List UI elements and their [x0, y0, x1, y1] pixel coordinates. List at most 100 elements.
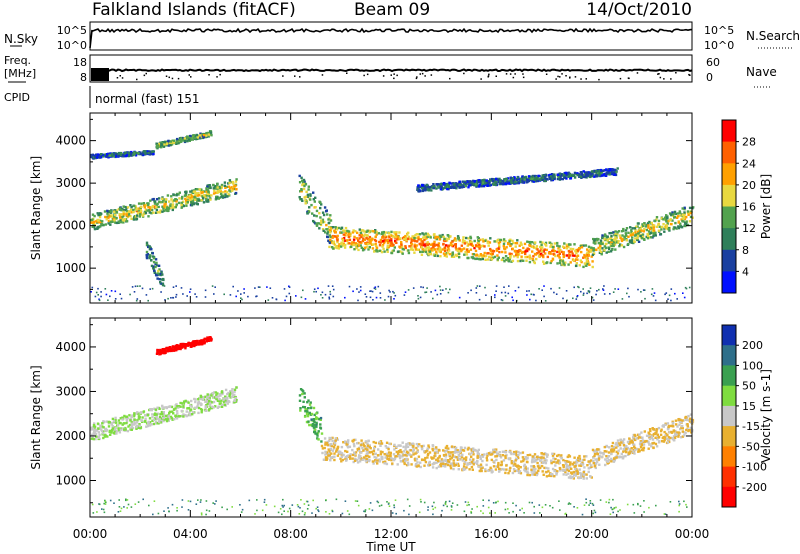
power-cell	[208, 184, 211, 187]
velocity-cell	[331, 455, 334, 459]
power-cell	[404, 245, 407, 248]
power-cell	[303, 180, 306, 183]
power-cell	[161, 205, 164, 208]
velocity-cell	[578, 468, 581, 471]
power-cell	[132, 218, 136, 221]
power-cell	[558, 173, 561, 176]
power-cell	[208, 195, 211, 198]
power-cell	[603, 249, 606, 252]
power-speckle	[182, 293, 184, 295]
power-cell	[390, 241, 393, 244]
power-cell	[386, 250, 389, 253]
power-cell	[601, 169, 604, 172]
velocity-cell	[545, 466, 548, 470]
power-speckle	[90, 291, 92, 293]
power-cell	[424, 187, 427, 190]
velocity-cell	[173, 345, 177, 349]
velocity-cell	[454, 448, 457, 452]
power-cell	[379, 241, 382, 244]
power-cell	[447, 244, 450, 247]
velocity-cell	[319, 427, 323, 430]
velocity-cell	[538, 464, 541, 467]
velocity-cell	[579, 474, 583, 478]
power-cell	[615, 170, 618, 174]
power-cell	[343, 229, 346, 233]
power-cell	[117, 221, 120, 224]
power-cell	[453, 239, 456, 242]
power-cell	[163, 143, 166, 146]
power-cell	[348, 242, 351, 245]
power-cell	[603, 238, 606, 241]
power-cell	[169, 142, 173, 145]
power-cell	[423, 238, 426, 242]
power-speckle	[324, 293, 327, 296]
power-cell	[630, 239, 633, 242]
power-cell	[199, 134, 202, 137]
velocity-cell	[161, 404, 164, 408]
velocity-cell	[520, 460, 523, 463]
power-cell	[647, 230, 651, 233]
velocity-cell	[313, 426, 316, 429]
velocity-cell	[315, 432, 318, 436]
power-cell	[129, 208, 133, 211]
power-cell	[534, 177, 537, 180]
velocity-cell	[452, 462, 456, 465]
velocity-cell	[140, 419, 144, 422]
nave-dot	[216, 76, 218, 78]
power-cell	[565, 177, 568, 180]
nave-dot	[514, 73, 516, 75]
power-cell	[662, 218, 665, 221]
velocity-cell	[382, 460, 385, 464]
velocity-cell	[427, 446, 431, 449]
power-cell	[447, 237, 451, 240]
velocity-cell	[415, 465, 418, 468]
velocity-cell	[174, 404, 177, 407]
velocity-cell	[489, 451, 492, 454]
velocity-cell	[565, 468, 568, 472]
velocity-cell	[231, 388, 234, 391]
power-cell	[528, 254, 531, 257]
power-cell	[584, 175, 587, 179]
power-cell	[688, 206, 692, 210]
velocity-cell	[134, 422, 137, 425]
velocity-cell	[212, 395, 215, 398]
power-cell	[358, 228, 361, 231]
velocity-cell	[188, 411, 191, 414]
power-cell	[541, 241, 544, 244]
velocity-cell	[571, 462, 574, 466]
power-cell	[660, 228, 663, 231]
velocity-cell	[495, 450, 498, 454]
velocity-cell	[90, 437, 94, 440]
velocity-cell	[135, 427, 138, 430]
velocity-cell	[127, 425, 130, 428]
velocity-cell	[317, 430, 320, 433]
power-cell	[657, 219, 661, 223]
velocity-cell	[562, 458, 565, 462]
velocity-cell	[547, 474, 551, 477]
velocity-cell	[379, 453, 383, 456]
velocity-cell	[162, 412, 165, 415]
power-cell	[158, 268, 161, 271]
power-cell	[107, 222, 110, 225]
power-cell	[627, 235, 630, 238]
power-speckle	[267, 299, 270, 301]
power-speckle	[371, 290, 374, 293]
power-speckle	[501, 299, 504, 302]
power-cell	[149, 152, 153, 155]
velocity-cell	[340, 445, 344, 449]
power-cell	[599, 168, 603, 172]
power-cell	[448, 252, 452, 256]
power-cell	[435, 183, 438, 186]
power-speckle	[665, 292, 668, 294]
velocity-cell	[453, 455, 456, 459]
velocity-cell	[299, 388, 303, 391]
power-speckle	[329, 293, 332, 296]
power-cell	[198, 136, 201, 139]
power-cell	[442, 242, 445, 246]
velocity-cell	[194, 340, 198, 343]
power-cell	[203, 194, 206, 197]
power-cell	[462, 236, 465, 239]
power-cell	[346, 229, 349, 233]
power-speckle	[321, 291, 324, 294]
power-cell	[376, 250, 379, 253]
